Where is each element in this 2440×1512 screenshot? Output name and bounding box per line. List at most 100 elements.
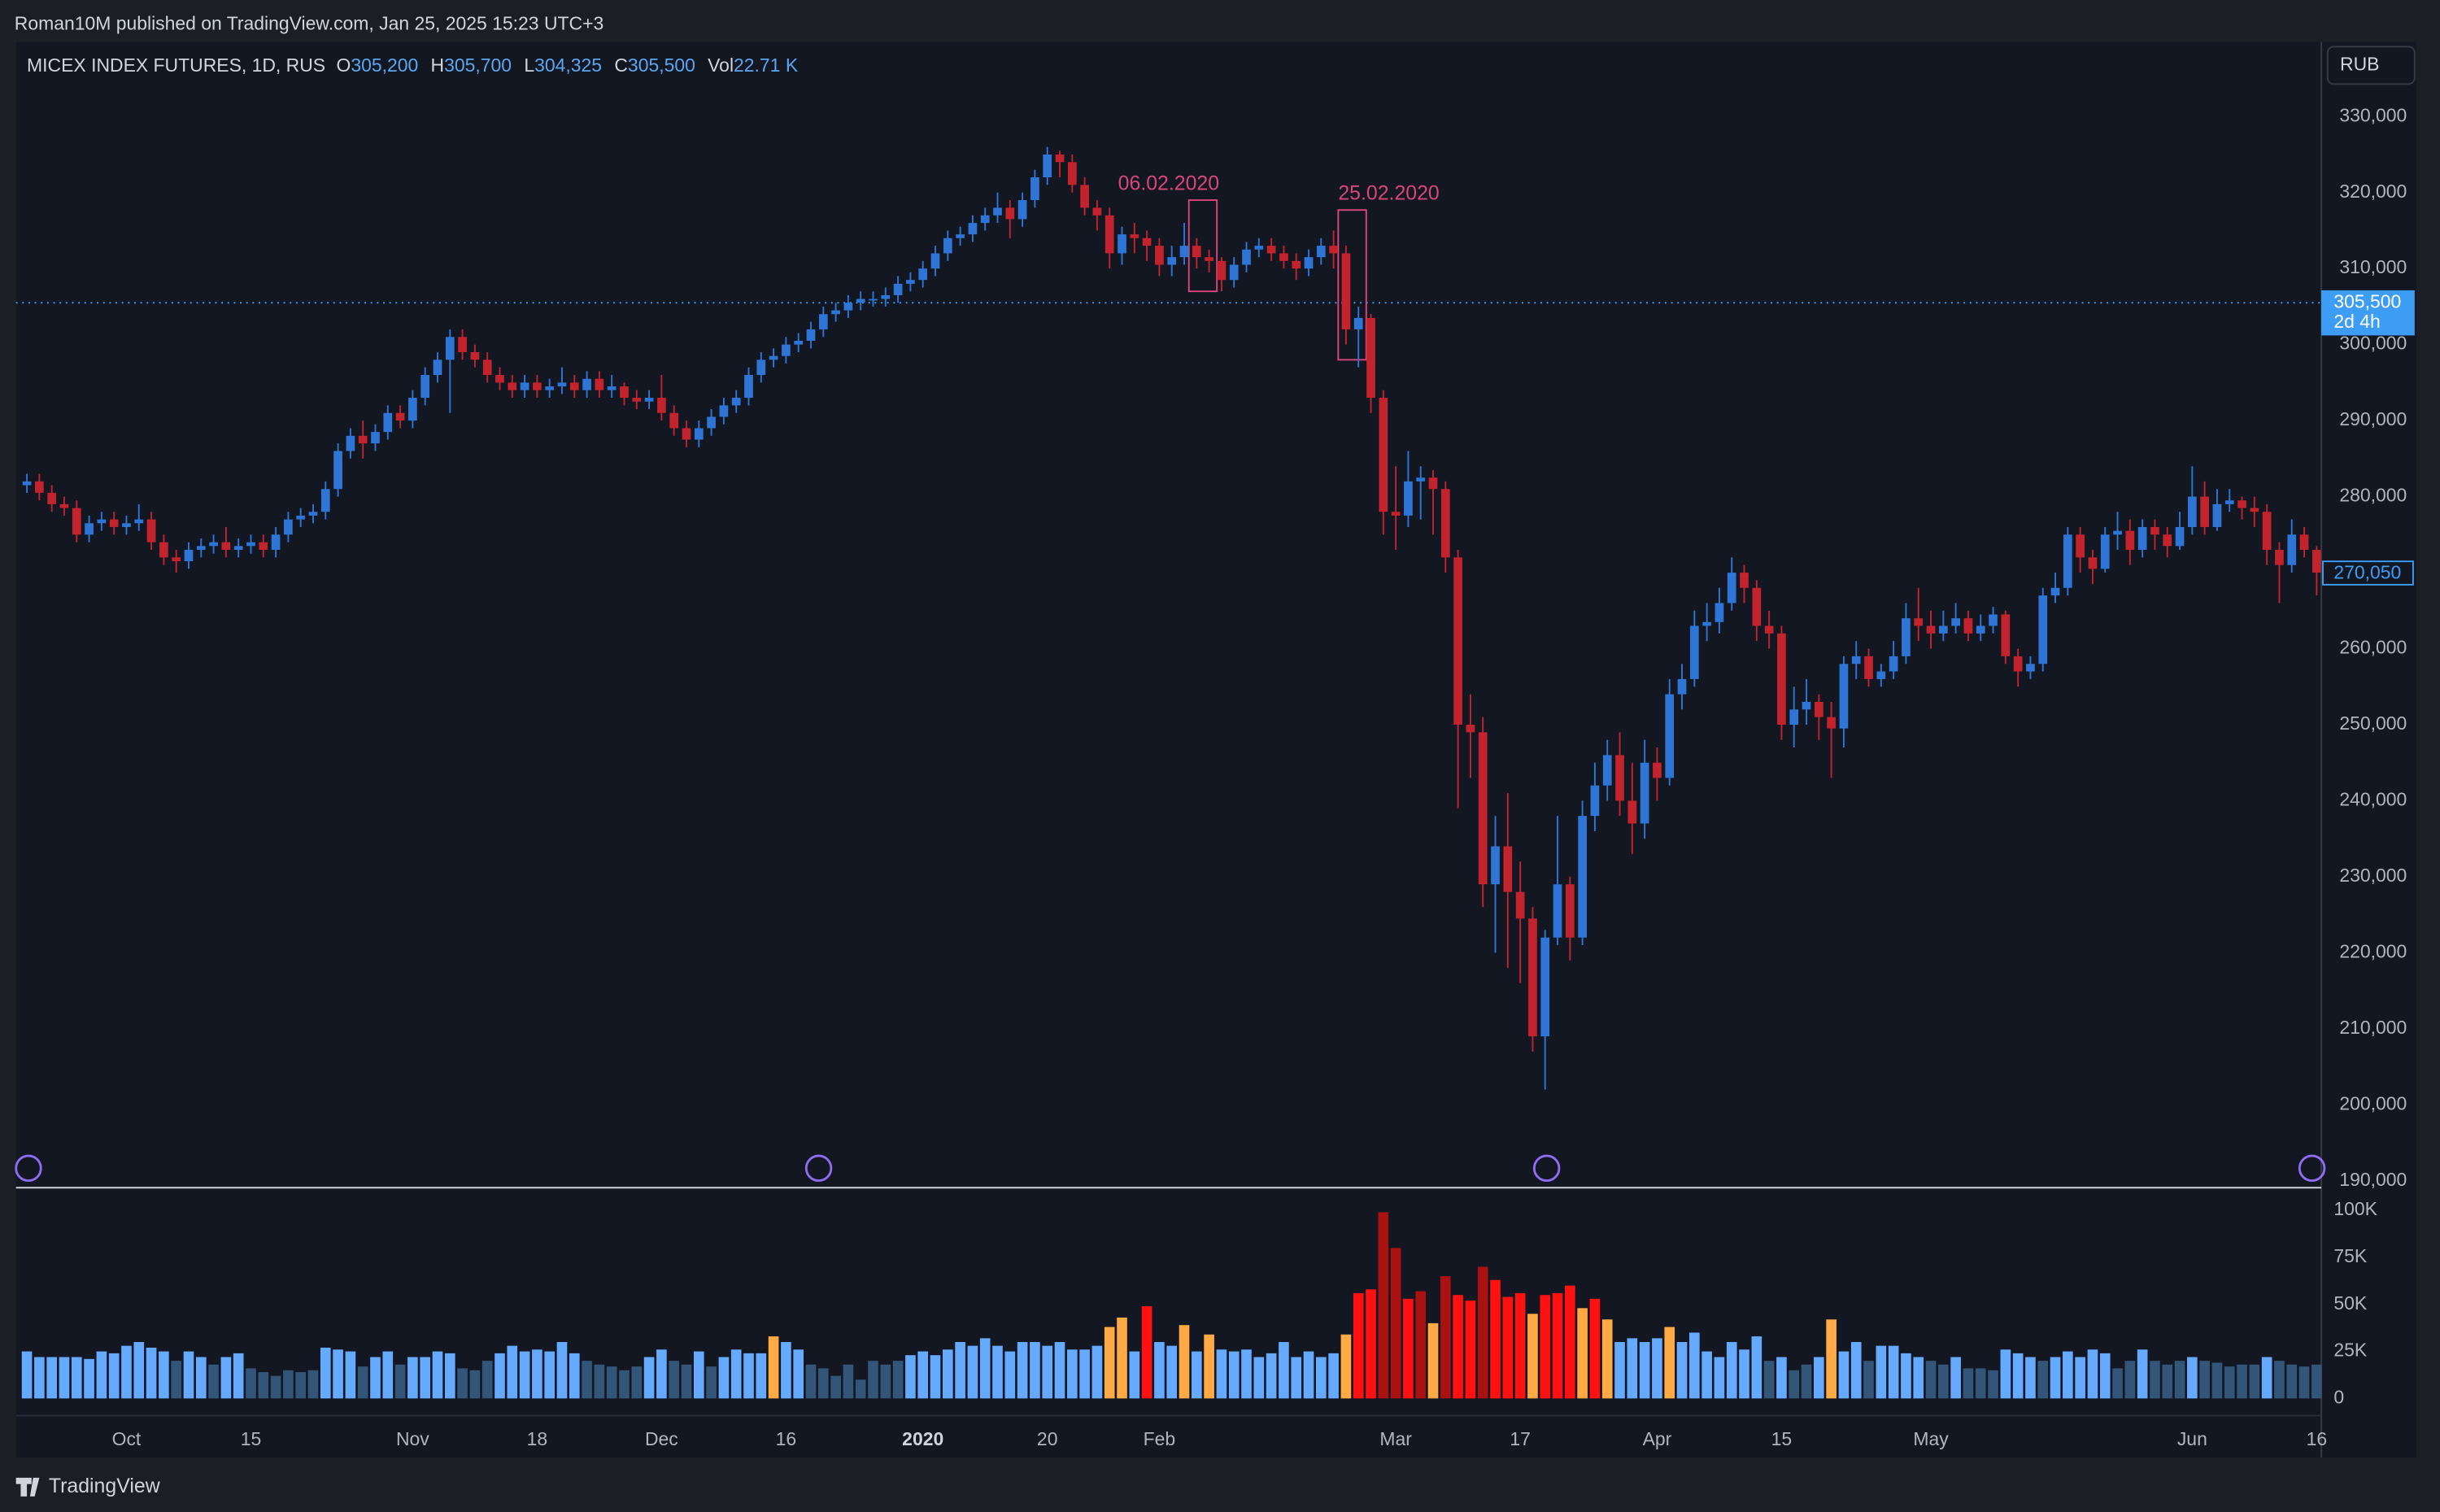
volume-tick-label: 100K bbox=[2333, 1198, 2377, 1219]
volume-bar bbox=[817, 1368, 829, 1399]
volume-bar bbox=[1403, 1298, 1414, 1399]
price-marker-label: 270,050 bbox=[2333, 562, 2401, 583]
volume-bar bbox=[1963, 1368, 1974, 1399]
volume-bar bbox=[756, 1353, 767, 1399]
volume-bar bbox=[569, 1353, 580, 1399]
volume-bar bbox=[1303, 1351, 1314, 1399]
candle-body bbox=[146, 519, 156, 542]
candle-body bbox=[1602, 755, 1612, 786]
x-tick-label: Oct bbox=[112, 1428, 142, 1449]
candle-body bbox=[769, 355, 778, 360]
candle-body bbox=[1789, 709, 1799, 725]
candle-body bbox=[1876, 671, 1886, 679]
y-tick-label: 330,000 bbox=[2339, 104, 2407, 125]
volume-bar bbox=[1427, 1322, 1439, 1399]
volume-bar bbox=[357, 1366, 368, 1399]
candle-body bbox=[233, 546, 243, 551]
candle-body bbox=[2100, 534, 2110, 569]
byline: Roman10M published on TradingView.com, J… bbox=[15, 13, 603, 34]
candle-body bbox=[2150, 526, 2159, 535]
candle-body bbox=[271, 534, 281, 551]
y-tick-label: 320,000 bbox=[2339, 181, 2407, 202]
event-icon[interactable] bbox=[804, 1154, 833, 1183]
volume-bar bbox=[2050, 1357, 2061, 1399]
candle-body bbox=[445, 337, 455, 360]
candle-body bbox=[694, 428, 704, 440]
candle-body bbox=[545, 386, 555, 390]
candle-body bbox=[35, 481, 44, 493]
candle-body bbox=[196, 546, 206, 551]
candle-body bbox=[495, 375, 504, 383]
volume-bar bbox=[843, 1364, 854, 1399]
volume-bar bbox=[382, 1351, 394, 1399]
logo bbox=[15, 1477, 40, 1497]
candle-body bbox=[246, 542, 255, 547]
volume-bar bbox=[2311, 1364, 2322, 1399]
volume-bar bbox=[1192, 1351, 1202, 1399]
event-icon[interactable] bbox=[15, 1154, 42, 1183]
candle-body bbox=[1017, 200, 1027, 220]
legend-key: H bbox=[431, 54, 445, 76]
legend-key: L bbox=[524, 54, 534, 76]
volume-bar bbox=[84, 1358, 94, 1399]
volume-bar bbox=[1527, 1314, 1538, 1399]
candle-body bbox=[1179, 246, 1189, 258]
currency-button[interactable] bbox=[2326, 46, 2416, 85]
volume-bar bbox=[1950, 1357, 1961, 1399]
volume-bar bbox=[1577, 1308, 1588, 1399]
volume-bar bbox=[1154, 1342, 1165, 1399]
volume-bar bbox=[1253, 1357, 1265, 1399]
volume-bar bbox=[1291, 1357, 1302, 1399]
volume-bar bbox=[1316, 1357, 1327, 1399]
candle-body bbox=[707, 416, 716, 429]
candle-body bbox=[1752, 587, 1762, 626]
y-tick-label: 240,000 bbox=[2339, 789, 2407, 810]
candle-body bbox=[1043, 154, 1052, 178]
y-tick-label: 300,000 bbox=[2339, 333, 2407, 354]
candle-body bbox=[2163, 534, 2172, 547]
currency[interactable]: RUB bbox=[2340, 53, 2379, 74]
volume-bar bbox=[930, 1355, 941, 1399]
candle-body bbox=[856, 298, 865, 303]
volume-bar bbox=[481, 1361, 493, 1399]
candle-body bbox=[2250, 508, 2259, 512]
volume-bar bbox=[1639, 1342, 1650, 1399]
y-tick-label: 210,000 bbox=[2339, 1017, 2407, 1038]
candle-body bbox=[1515, 891, 1525, 919]
volume-bar bbox=[718, 1357, 730, 1399]
volume-bar bbox=[1888, 1345, 1899, 1399]
volume-tick-label: 0 bbox=[2333, 1386, 2344, 1407]
volume-bar bbox=[345, 1351, 356, 1399]
volume-bar bbox=[594, 1364, 605, 1399]
volume-bar bbox=[1540, 1295, 1551, 1399]
volume-bar bbox=[183, 1351, 194, 1399]
volume-bar bbox=[457, 1368, 468, 1399]
candle-body bbox=[1329, 246, 1338, 254]
candle-body bbox=[1963, 618, 1973, 634]
volume-bar bbox=[805, 1364, 817, 1399]
candle-body bbox=[557, 382, 567, 387]
annotation-box bbox=[1337, 209, 1367, 361]
volume-bar bbox=[855, 1379, 866, 1399]
volume-bar bbox=[1328, 1353, 1339, 1399]
candle-body bbox=[782, 344, 791, 356]
volume-bar bbox=[1689, 1332, 1700, 1399]
volume-bar bbox=[582, 1361, 592, 1399]
volume-bar bbox=[1552, 1292, 1563, 1399]
y-tick-label: 250,000 bbox=[2339, 712, 2407, 734]
event-icon[interactable] bbox=[2298, 1154, 2326, 1183]
candle-body bbox=[1814, 701, 1823, 717]
x-tick-label: Feb bbox=[1144, 1428, 1176, 1449]
volume-bar bbox=[407, 1357, 418, 1399]
volume-bar bbox=[2249, 1364, 2260, 1399]
volume-bar bbox=[1017, 1342, 1028, 1399]
volume-bar bbox=[1514, 1292, 1526, 1399]
candle-body bbox=[806, 329, 816, 341]
volume-bar bbox=[146, 1347, 157, 1399]
event-icon[interactable] bbox=[1532, 1154, 1561, 1183]
volume-bar bbox=[544, 1351, 556, 1399]
candle-body bbox=[669, 412, 679, 429]
legend-key: Vol bbox=[708, 54, 734, 76]
candle-body bbox=[1142, 237, 1152, 246]
volume-bar bbox=[2174, 1361, 2185, 1399]
